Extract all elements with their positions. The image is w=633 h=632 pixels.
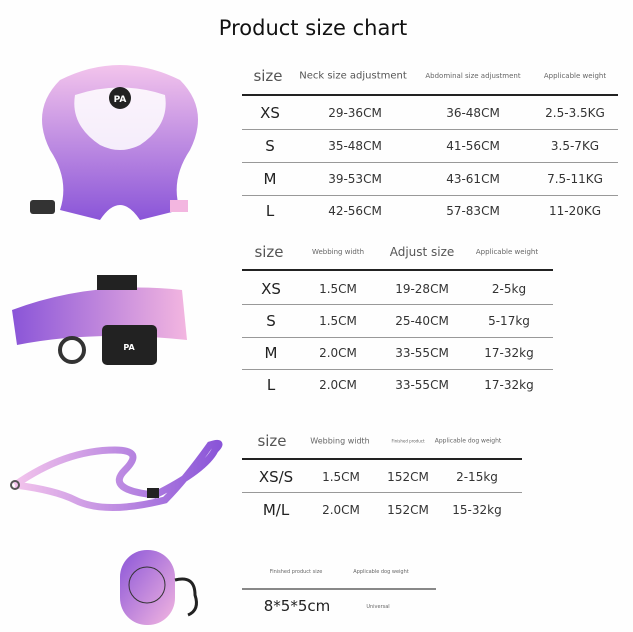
table-cell: 2-15kg — [456, 470, 498, 484]
table-cell: S — [266, 312, 276, 330]
table-cell: 42-56CM — [328, 204, 382, 218]
page-title: Product size chart — [218, 16, 408, 40]
header-weight: Applicable weight — [543, 72, 607, 80]
header-size: size — [253, 67, 283, 85]
header-size: size — [257, 432, 287, 450]
table-cell: 19-28CM — [395, 282, 449, 296]
logo-text: PA — [114, 95, 127, 105]
svg-text:PA: PA — [123, 343, 135, 352]
header-adjust: Adjust size — [389, 245, 455, 259]
table-cell: Universal — [366, 604, 390, 610]
header-size: size — [254, 243, 284, 261]
table-cell: 3.5-7KG — [550, 139, 600, 153]
table-cell: 2.5-3.5KG — [545, 106, 605, 120]
harness-image: PA — [30, 65, 198, 220]
header-webbing: Webbing width — [310, 436, 370, 446]
table-cell: 152CM — [387, 470, 429, 484]
table-cell: 36-48CM — [446, 106, 500, 120]
header-weight: Applicable dog weight — [353, 569, 409, 575]
table-cell: 1.5CM — [322, 470, 360, 484]
table-cell: 11-20KG — [548, 204, 602, 218]
table-cell: 2.0CM — [319, 378, 357, 392]
header-divider — [242, 458, 522, 460]
table-cell: S — [265, 137, 275, 155]
table-cell: M/L — [262, 501, 290, 519]
table-cell: 152CM — [387, 503, 429, 517]
table-cell: 15-32kg — [452, 503, 502, 517]
header-finished-size: Finished product size — [269, 569, 323, 575]
table-cell: 17-32kg — [484, 346, 534, 360]
table-cell: 8*5*5cm — [263, 597, 331, 615]
table-cell: 57-83CM — [446, 204, 500, 218]
table-cell: M — [263, 170, 277, 188]
leash-image — [10, 439, 223, 511]
table-cell: 2-5kg — [491, 282, 527, 296]
header-divider — [242, 269, 553, 271]
table-cell: 7.5-11KG — [547, 172, 603, 186]
table-cell: 35-48CM — [328, 139, 382, 153]
table-cell: 29-36CM — [328, 106, 382, 120]
row-divider — [242, 369, 553, 370]
row-divider — [242, 129, 618, 130]
table-cell: XS — [260, 104, 280, 122]
table-cell: 2.0CM — [319, 346, 357, 360]
table-cell: 5-17kg — [488, 314, 530, 328]
collar-image: PA — [12, 275, 187, 365]
header-webbing: Webbing width — [311, 248, 365, 256]
header-abdominal: Abdominal size adjustment — [425, 72, 521, 80]
table-cell: XS — [261, 280, 281, 298]
header-weight: Applicable dog weight — [434, 437, 502, 445]
table-cell: M — [264, 344, 278, 362]
header-divider — [242, 94, 618, 96]
header-neck: Neck size adjustment — [299, 70, 407, 82]
row-divider — [242, 304, 553, 305]
row-divider — [242, 195, 618, 196]
poop-bag-holder-image — [120, 550, 198, 625]
table-cell: 33-55CM — [395, 378, 449, 392]
header-weight: Applicable weight — [475, 248, 539, 256]
table-cell: 17-32kg — [484, 378, 534, 392]
table-cell: 25-40CM — [395, 314, 449, 328]
header-divider — [242, 588, 436, 590]
table-cell: 2.0CM — [322, 503, 360, 517]
table-cell: 39-53CM — [328, 172, 382, 186]
table-cell: XS/S — [258, 468, 294, 486]
header-finished: Finished product — [391, 438, 425, 444]
row-divider — [242, 492, 522, 493]
table-cell: 33-55CM — [395, 346, 449, 360]
table-cell: 1.5CM — [319, 314, 357, 328]
row-divider — [242, 162, 618, 163]
table-cell: L — [265, 202, 275, 220]
row-divider — [242, 337, 553, 338]
table-cell: 1.5CM — [319, 282, 357, 296]
table-cell: 43-61CM — [446, 172, 500, 186]
table-cell: L — [266, 376, 276, 394]
table-cell: 41-56CM — [446, 139, 500, 153]
